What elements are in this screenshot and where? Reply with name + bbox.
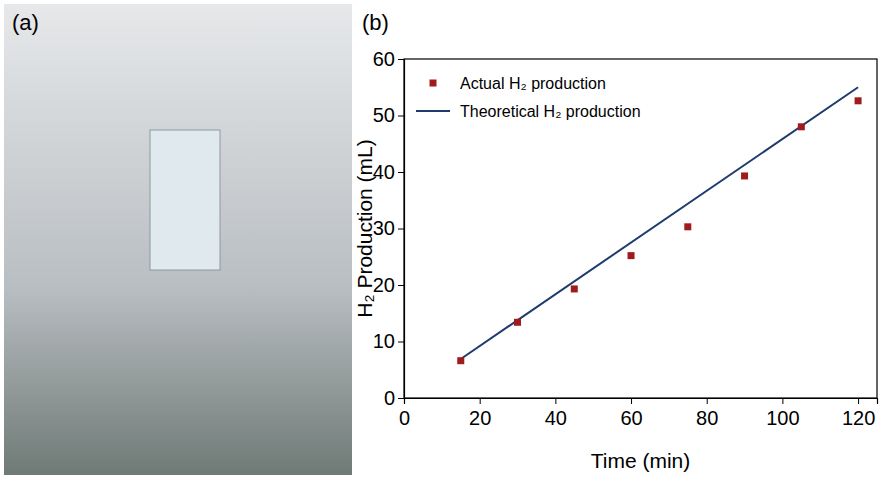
photo-panel: (a) [4,4,352,475]
legend: Actual H₂ production Theoretical H₂ produ… [416,75,641,120]
y-tick-mark [398,285,404,286]
data-point [741,172,748,179]
x-tick-label: 80 [696,407,718,429]
y-tick: 10 [373,330,404,352]
data-point [855,97,862,104]
y-tick-label: 40 [373,161,395,183]
y-tick-label: 60 [373,48,395,70]
data-point [571,285,578,292]
plot-frame [404,59,877,398]
x-tick-mark [631,398,632,404]
x-tick-mark [707,398,708,404]
x-tick: 20 [469,398,491,429]
legend-swatch [430,80,437,87]
y-tick: 40 [373,161,404,183]
y-tick: 50 [373,104,404,126]
data-point [457,357,464,364]
x-axis-line [405,399,878,405]
x-tick-mark [480,398,481,404]
y-tick: 0 [384,387,404,409]
theoretical-line [461,87,858,359]
x-axis: 0 20 40 60 80 100 120 [399,398,878,429]
x-tick-label: 20 [469,407,491,429]
x-tick-label: 120 [842,407,875,429]
x-tick: 80 [696,398,718,429]
x-tick-label: 0 [399,407,410,429]
y-tick-label: 0 [384,387,395,409]
data-point [514,319,521,326]
data-point [684,223,691,230]
x-tick: 40 [545,398,567,429]
y-tick-label: 30 [373,217,395,239]
x-tick-label: 40 [545,407,567,429]
x-tick: 120 [842,398,875,429]
figure: (a) (b) 0 20 40 60 80 100 120 0 10 20 30 40 50 60 Time (… [0,0,890,479]
y-axis: 0 10 20 30 40 50 60 [373,48,405,409]
y-tick-label: 50 [373,104,395,126]
x-tick-label: 100 [766,407,799,429]
panel-letter: (a) [12,10,39,35]
x-axis-title: Time (min) [591,449,691,472]
x-tick: 100 [766,398,799,429]
y-tick: 30 [373,217,404,239]
y-tick-label: 20 [373,274,395,296]
y-tick-mark [398,342,404,343]
x-tick-label: 60 [620,407,642,429]
data-point [798,123,805,130]
y-tick: 20 [373,274,404,296]
y-axis-line [398,60,405,399]
x-tick-mark [555,398,556,404]
x-tick: 0 [399,398,410,429]
y-tick-mark [398,172,404,173]
x-tick-mark [782,398,783,404]
legend-swatch [416,110,450,112]
y-tick: 60 [373,48,404,70]
y-tick-label: 10 [373,330,395,352]
photo [4,4,352,475]
x-tick-mark [858,398,859,404]
y-tick-mark [398,398,404,399]
legend-label: Actual H₂ production [460,75,606,92]
panel-letter: (b) [362,10,389,35]
photo-vessel [150,130,220,270]
data-point [628,252,635,259]
y-tick-mark [398,229,404,230]
plot-area [457,87,861,364]
y-axis-title: H₂ Production (mL) [353,139,376,318]
x-tick: 60 [620,398,642,429]
legend-label: Theoretical H₂ production [460,103,641,120]
y-tick-mark [398,59,404,60]
y-tick-mark [398,116,404,117]
